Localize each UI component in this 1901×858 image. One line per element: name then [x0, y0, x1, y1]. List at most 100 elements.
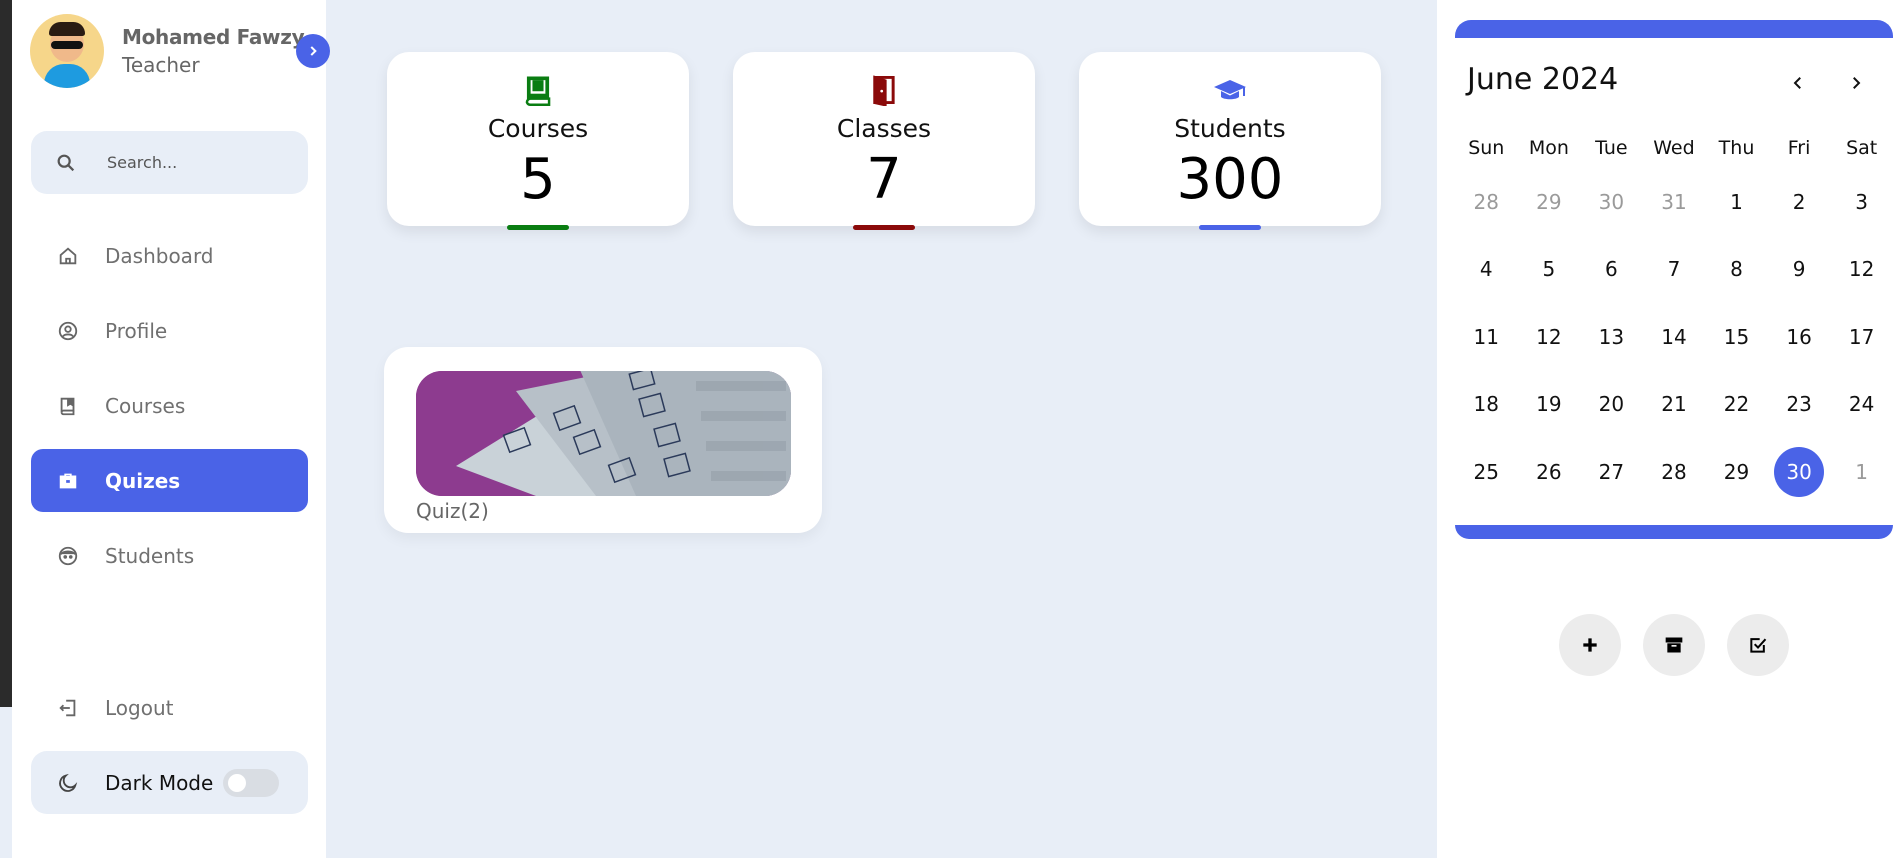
calendar-day[interactable]: 28: [1661, 459, 1687, 484]
stat-value: 5: [520, 147, 556, 212]
calendar-day[interactable]: 2: [1792, 189, 1806, 214]
calendar-grid: Sun Mon Tue Wed Thu Fri Sat 28 29 30 31 …: [1455, 128, 1893, 506]
calendar-top-bar: [1455, 20, 1893, 38]
weekday-header: Thu: [1718, 137, 1755, 159]
student-face-icon: [55, 543, 81, 569]
calendar-day[interactable]: 18: [1473, 392, 1499, 417]
weekday-header: Mon: [1528, 137, 1569, 159]
sidebar-item-courses[interactable]: Courses: [31, 374, 308, 437]
calendar-day[interactable]: 13: [1598, 324, 1625, 349]
calendar-day[interactable]: 17: [1848, 324, 1875, 349]
calendar-day[interactable]: 26: [1536, 459, 1562, 484]
sidebar-toggle-button[interactable]: [296, 34, 330, 68]
calendar-day[interactable]: 24: [1848, 392, 1875, 417]
calendar-day[interactable]: 15: [1723, 324, 1750, 349]
calendar-day[interactable]: 23: [1786, 392, 1812, 417]
calendar-bottom-bar: [1455, 525, 1893, 539]
selected-date: 30: [1774, 446, 1825, 497]
calendar-month-label: June 2024: [1467, 62, 1619, 97]
calendar-day[interactable]: 12: [1848, 257, 1875, 282]
sidebar-item-quizes[interactable]: Quizes: [31, 449, 308, 512]
chevron-right-icon: [1853, 77, 1861, 89]
weekday-header: Fri: [1787, 137, 1811, 159]
archive-button[interactable]: [1643, 614, 1705, 676]
stat-card-classes[interactable]: Classes 7: [733, 52, 1035, 230]
sidebar-item-profile[interactable]: Profile: [31, 299, 308, 362]
sidebar-item-label: Quizes: [105, 468, 181, 493]
sidebar-item-label: Dashboard: [105, 243, 214, 268]
weekday-header: Sat: [1846, 137, 1878, 159]
calendar-day[interactable]: 7: [1667, 257, 1681, 282]
graduation-cap-icon: [1079, 72, 1381, 108]
sidebar-item-students[interactable]: Students: [31, 524, 308, 587]
stat-label: Classes: [836, 114, 932, 143]
profile-text: Mohamed Fawzy Teacher: [122, 25, 305, 77]
avatar: [30, 14, 104, 88]
calendar-day[interactable]: 30: [1598, 189, 1625, 214]
search-box: [31, 131, 308, 194]
calendar-day[interactable]: 20: [1598, 392, 1625, 417]
add-button[interactable]: [1559, 614, 1621, 676]
calendar-day[interactable]: 25: [1473, 459, 1499, 484]
calendar-day[interactable]: 31: [1661, 189, 1687, 214]
stat-underline: [853, 225, 915, 230]
calendar-day[interactable]: 29: [1723, 459, 1750, 484]
calendar-prev-button[interactable]: [1781, 66, 1815, 100]
moon-icon: [55, 770, 81, 796]
chevron-left-icon: [1793, 77, 1801, 89]
weekday-header: Tue: [1595, 137, 1628, 159]
stat-underline: [1199, 225, 1261, 230]
stat-card-courses[interactable]: Courses 5: [387, 52, 689, 230]
stat-value: 7: [866, 147, 902, 212]
calendar-day[interactable]: 12: [1536, 324, 1562, 349]
calendar-next-button[interactable]: [1839, 66, 1873, 100]
checklist-button[interactable]: [1727, 614, 1789, 676]
quiz-card[interactable]: Quiz(2): [384, 347, 822, 533]
briefcase-icon: [55, 468, 81, 494]
book-icon: [55, 393, 81, 419]
book-icon: [387, 72, 689, 108]
calendar-day[interactable]: 28: [1473, 189, 1499, 214]
user-circle-icon: [55, 318, 81, 344]
sidebar-item-dashboard[interactable]: Dashboard: [31, 224, 308, 287]
sidebar-item-label: Profile: [105, 318, 168, 343]
home-icon: [55, 243, 81, 269]
plus-icon: [1583, 638, 1597, 652]
search-icon: [57, 154, 75, 171]
stat-label: Students: [1174, 114, 1286, 143]
calendar-day-selected[interactable]: 30: [1768, 438, 1831, 506]
stat-value: 300: [1176, 147, 1284, 212]
search-input[interactable]: [107, 153, 287, 172]
dark-mode-switch[interactable]: [223, 768, 280, 797]
user-role: Teacher: [122, 53, 200, 77]
calendar-day[interactable]: 4: [1479, 257, 1493, 282]
calendar-day[interactable]: 14: [1661, 324, 1687, 349]
calendar-day[interactable]: 22: [1723, 392, 1750, 417]
weekday-header: Sun: [1468, 137, 1505, 159]
calendar-day[interactable]: 19: [1536, 392, 1562, 417]
calendar-day[interactable]: 9: [1792, 257, 1806, 282]
archive-icon: [1665, 637, 1683, 653]
sidebar-item-label: Courses: [105, 393, 186, 418]
logout-icon: [55, 695, 81, 721]
calendar-day[interactable]: 21: [1661, 392, 1687, 417]
calendar-day[interactable]: 3: [1855, 189, 1869, 214]
calendar-day[interactable]: 11: [1473, 324, 1499, 349]
calendar-day[interactable]: 29: [1536, 189, 1562, 214]
calendar-day[interactable]: 8: [1730, 257, 1743, 282]
calendar-day[interactable]: 1: [1730, 189, 1743, 214]
stat-label: Courses: [487, 114, 589, 143]
logout-label: Logout: [105, 695, 174, 720]
dark-mode-toggle[interactable]: Dark Mode: [31, 751, 308, 814]
calendar-day[interactable]: 27: [1598, 459, 1625, 484]
calendar-day[interactable]: 16: [1786, 324, 1812, 349]
user-profile[interactable]: Mohamed Fawzy Teacher: [30, 14, 305, 88]
quiz-title: Quiz(2): [416, 499, 489, 523]
calendar-day[interactable]: 1: [1855, 459, 1869, 484]
calendar-day[interactable]: 6: [1605, 257, 1618, 282]
left-window-edge: [0, 0, 12, 707]
logout-button[interactable]: Logout: [31, 676, 308, 739]
calendar-day[interactable]: 5: [1542, 257, 1556, 282]
sidebar: Mohamed Fawzy Teacher Dashboard Profile …: [12, 0, 326, 858]
stat-card-students[interactable]: Students 300: [1079, 52, 1381, 230]
